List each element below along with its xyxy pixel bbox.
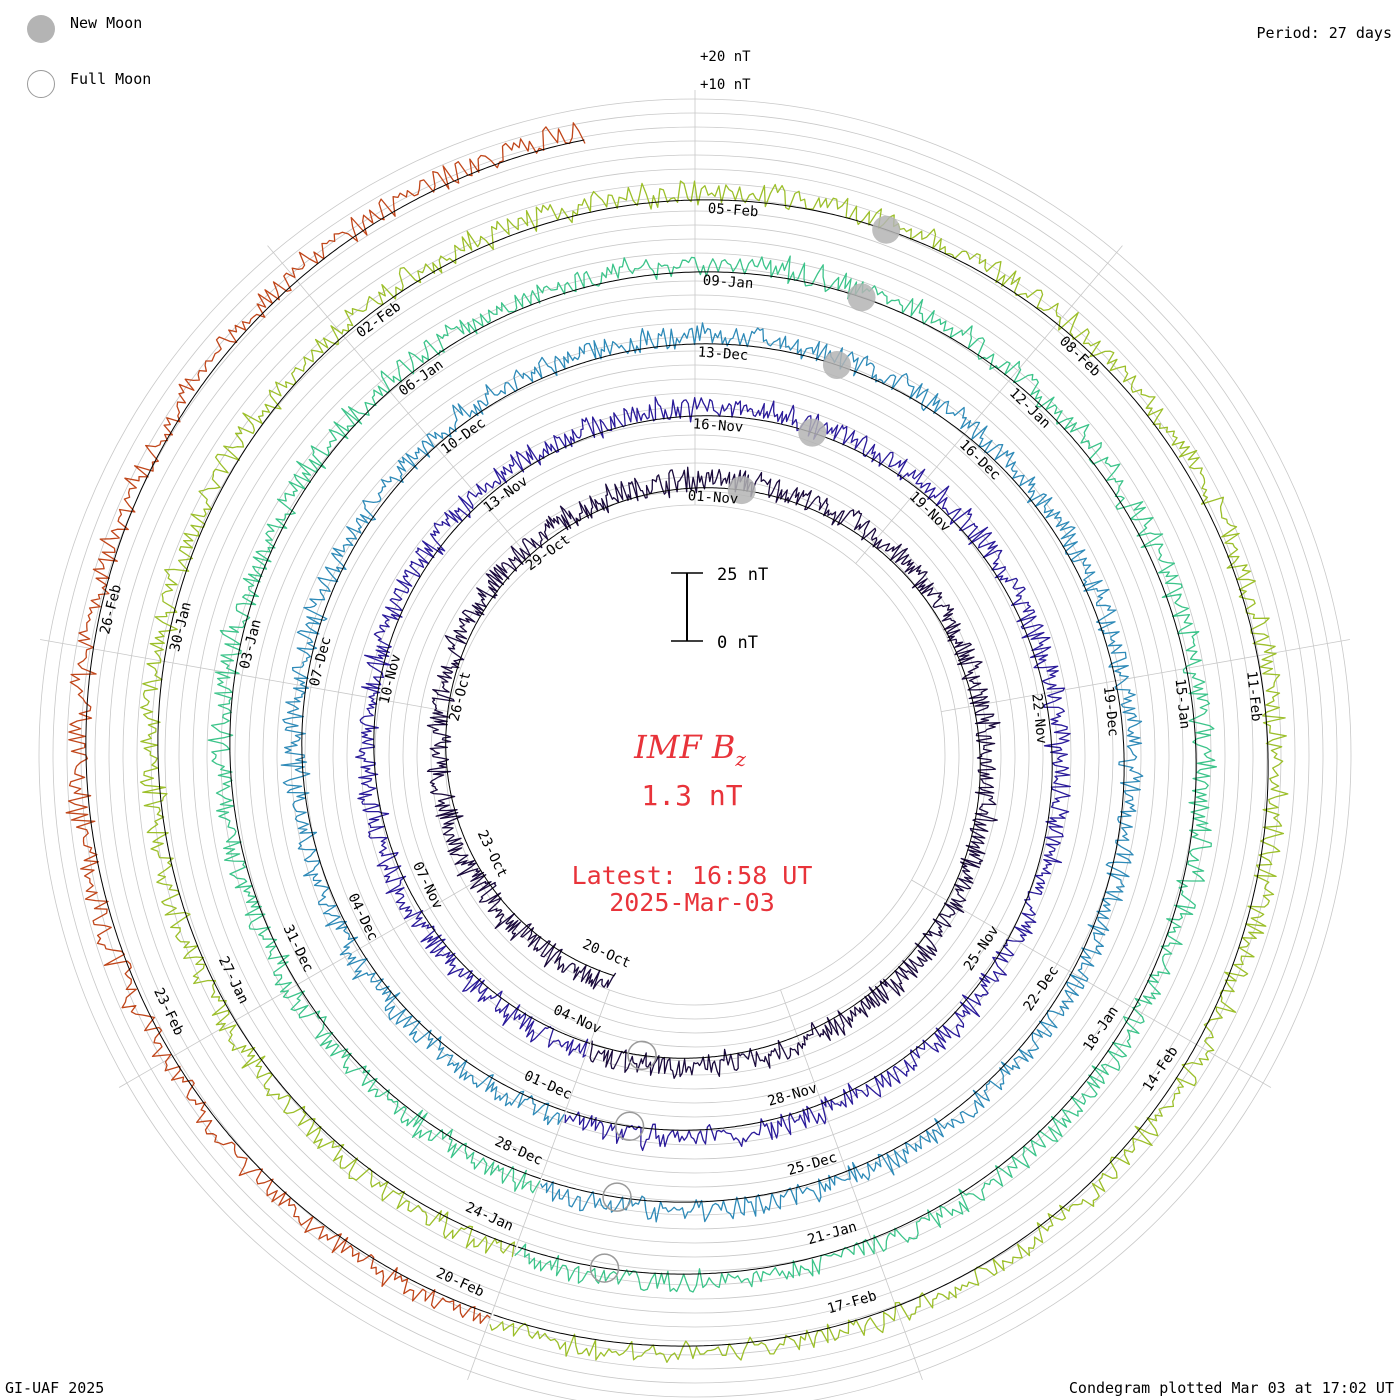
ring-scale-label-10: +10 nT [700, 77, 751, 93]
date-label: 15-Jan [1172, 678, 1193, 730]
date-label: 01-Nov [687, 488, 739, 507]
day-spoke [855, 245, 1123, 564]
baseline-cycle-6 [85, 139, 585, 1315]
latest-time: Latest: 16:58 UT [572, 861, 813, 890]
date-label: 28-Nov [766, 1080, 819, 1109]
day-spoke [467, 989, 610, 1381]
parameter-title-main: IMF B [633, 728, 735, 766]
baseline-cycle-5 [157, 199, 1269, 1347]
trace-cycle-6 [65, 122, 586, 1324]
full-moon-marker [602, 1182, 632, 1212]
date-label: 09-Jan [702, 273, 754, 292]
parameter-title: IMF Bz [633, 728, 746, 771]
scale-bar: 25 nT 0 nT [671, 565, 768, 653]
day-spoke [941, 639, 1350, 712]
date-label: 20-Oct [580, 936, 633, 971]
date-label: 22-Nov [1028, 693, 1049, 745]
period-label: Period: 27 days [1256, 24, 1392, 42]
day-spoke [267, 245, 535, 564]
date-label: 25-Dec [786, 1150, 839, 1179]
date-label: 22-Dec [1021, 963, 1063, 1014]
trace-cycle-2 [355, 396, 1071, 1152]
footer-credit: GI-UAF 2025 [5, 1379, 105, 1397]
date-label: 10-Dec [438, 415, 488, 458]
date-label: 26-Feb [97, 583, 125, 636]
date-label: 29-Oct [523, 532, 573, 575]
date-label: 23-Feb [150, 986, 187, 1038]
full-moon-legend-icon [27, 70, 55, 98]
full-moon-marker [589, 1253, 620, 1283]
day-spoke [40, 639, 449, 712]
date-label: 19-Dec [1100, 685, 1121, 737]
ring-scale-label-20: +20 nT [700, 49, 751, 65]
date-label: 28-Dec [492, 1134, 545, 1169]
day-spoke [911, 879, 1272, 1088]
date-label: 13-Dec [697, 344, 749, 363]
new-moon-marker [847, 283, 876, 312]
trace-cycle-1 [426, 466, 1001, 1079]
new-moon-legend-icon [27, 15, 55, 43]
full-moon-marker [627, 1040, 657, 1071]
date-label: 20-Feb [434, 1265, 487, 1300]
date-label: 11-Feb [1243, 670, 1264, 722]
latest-date: 2025-Mar-03 [609, 888, 775, 917]
date-label: 08-Feb [1056, 333, 1103, 380]
date-label: 04-Nov [551, 1002, 604, 1037]
day-spoke [780, 989, 923, 1381]
parameter-title-sub: z [734, 747, 746, 771]
date-label: 24-Jan [463, 1199, 516, 1234]
date-label: 02-Feb [354, 299, 404, 342]
date-label: 05-Feb [707, 201, 759, 220]
new-moon-marker [727, 476, 756, 505]
baseline-cycle-1 [445, 487, 981, 1059]
new-moon-marker [798, 418, 827, 447]
date-label: 31-Dec [280, 922, 317, 974]
new-moon-marker [822, 351, 851, 380]
full-moon-marker [614, 1111, 645, 1142]
centre-readout: IMF Bz 1.3 nT Latest: 16:58 UT 2025-Mar-… [572, 728, 813, 917]
scale-bar-bottom-label: 0 nT [717, 633, 758, 653]
current-value: 1.3 nT [641, 779, 742, 812]
moon-markers [589, 215, 901, 1283]
date-label: 17-Feb [826, 1288, 879, 1317]
full-moon-legend-label: Full Moon [70, 70, 152, 88]
new-moon-marker [872, 215, 901, 244]
trace-cycle-3 [280, 322, 1144, 1223]
footer-plotted: Condegram plotted Mar 03 at 17:02 UT [1068, 1379, 1394, 1397]
new-moon-legend-label: New Moon [70, 14, 143, 32]
scale-bar-top-label: 25 nT [717, 565, 768, 585]
date-label: 16-Nov [692, 416, 744, 435]
